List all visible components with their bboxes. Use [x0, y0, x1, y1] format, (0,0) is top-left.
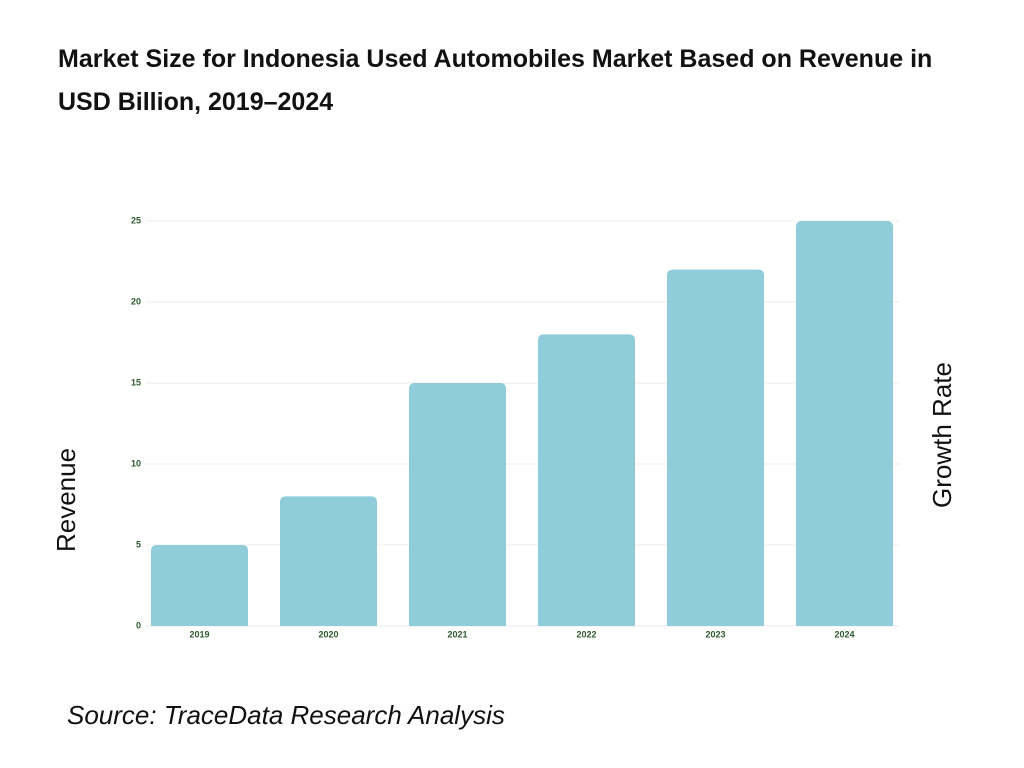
x-tick-label: 2019 [189, 629, 209, 639]
bar [280, 496, 377, 626]
bar [667, 269, 764, 626]
y2-axis-title: Growth Rate [927, 362, 957, 508]
bar [796, 221, 893, 626]
x-tick-label: 2024 [834, 629, 854, 639]
y-tick-label: 10 [131, 458, 141, 468]
y-tick-label: 5 [136, 539, 141, 549]
bar [151, 545, 248, 626]
x-tick-label: 2023 [705, 629, 725, 639]
x-tick-label: 2022 [576, 629, 596, 639]
source-note: Source: TraceData Research Analysis [67, 700, 505, 730]
y-tick-label: 0 [136, 620, 141, 630]
y-axis-title: Revenue [51, 448, 81, 552]
y-tick-label: 25 [131, 215, 141, 225]
y-tick-label: 20 [131, 296, 141, 306]
x-tick-label: 2021 [447, 629, 467, 639]
bar [538, 334, 635, 626]
y-tick-label: 15 [131, 377, 141, 387]
bar [409, 383, 506, 626]
chart-title: Market Size for Indonesia Used Automobil… [58, 45, 933, 116]
x-tick-label: 2020 [318, 629, 338, 639]
